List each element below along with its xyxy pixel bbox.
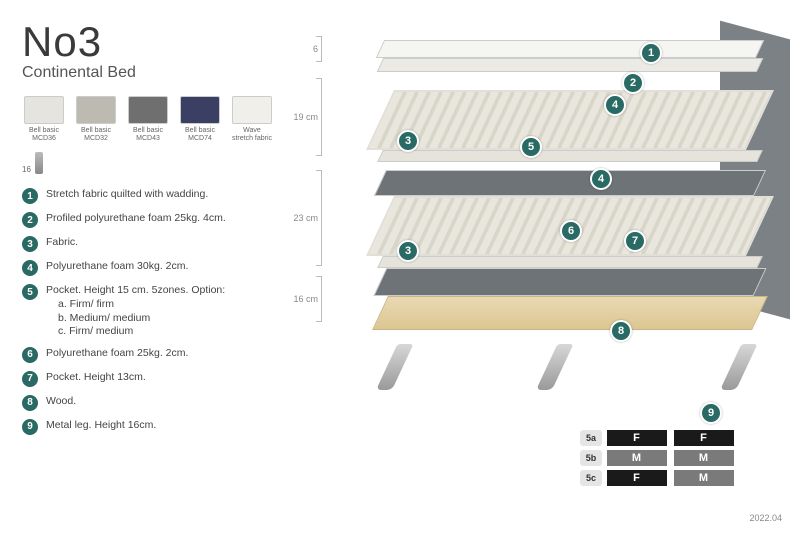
fabric-swatch: Bell basicMCD43 (126, 96, 170, 142)
firmness-left: M (607, 450, 667, 466)
metal-leg (720, 344, 757, 390)
legend-number: 1 (22, 188, 38, 204)
fabric-swatch: Bell basicMCD32 (74, 96, 118, 142)
callout-marker: 7 (624, 230, 646, 252)
layer-foam-mid (377, 150, 763, 162)
fabric-swatch: Bell basicMCD36 (22, 96, 66, 142)
firmness-options: 5aFF5bMM5cFM (580, 430, 734, 490)
callout-marker: 4 (590, 168, 612, 190)
layer-fabric-bot (373, 268, 766, 296)
firmness-tag: 5c (580, 470, 602, 486)
legend-number: 9 (22, 419, 38, 435)
leg-height-label: 16 (22, 165, 31, 174)
doc-date: 2022.04 (749, 513, 782, 523)
layer-fabric-mid (374, 170, 766, 196)
legend-sub: c. Firm/ medium (46, 325, 225, 339)
callout-marker: 8 (610, 320, 632, 342)
firmness-tag: 5b (580, 450, 602, 466)
firmness-tag: 5a (580, 430, 602, 446)
swatch-color (24, 96, 64, 124)
swatch-label: Bell basicMCD36 (29, 127, 59, 142)
swatch-label: Bell basicMCD74 (185, 127, 215, 142)
legend-sub: a. Firm/ firm (46, 298, 225, 312)
legend-sub: b. Medium/ medium (46, 312, 225, 326)
legend-text: Wood. (46, 395, 76, 409)
swatch-label: Wavestretch fabric (232, 127, 272, 142)
callout-marker: 3 (397, 130, 419, 152)
bed-diagram: 619 cm23 cm16 cm 12344536789 5aFF5bMM5cF… (280, 0, 800, 533)
callout-marker: 9 (700, 402, 722, 424)
legend-number: 3 (22, 236, 38, 252)
callout-marker: 3 (397, 240, 419, 262)
callout-marker: 1 (640, 42, 662, 64)
firmness-right: M (674, 450, 734, 466)
legend-text: Fabric. (46, 236, 78, 250)
legend-number: 7 (22, 371, 38, 387)
callout-marker: 2 (622, 72, 644, 94)
legs (366, 330, 774, 390)
callout-marker: 4 (604, 94, 626, 116)
measurement: 23 cm (292, 170, 322, 266)
layer-wood (372, 296, 768, 330)
swatch-color (180, 96, 220, 124)
layer-pocket-upper (366, 90, 774, 150)
swatch-color (128, 96, 168, 124)
firmness-left: F (607, 470, 667, 486)
fabric-swatch: Bell basicMCD74 (178, 96, 222, 142)
legend-number: 5 (22, 284, 38, 300)
swatch-color (76, 96, 116, 124)
legend-text: Polyurethane foam 25kg. 2cm. (46, 347, 188, 361)
layer-topper (376, 40, 764, 58)
legend-text: Profiled polyurethane foam 25kg. 4cm. (46, 212, 226, 226)
legend-text: Stretch fabric quilted with wadding. (46, 188, 208, 202)
legend-text: Metal leg. Height 16cm. (46, 419, 156, 433)
legend-text: Polyurethane foam 30kg. 2cm. (46, 260, 188, 274)
callout-marker: 5 (520, 136, 542, 158)
swatch-label: Bell basicMCD43 (133, 127, 163, 142)
legend-text: Pocket. Height 13cm. (46, 371, 146, 385)
firmness-right: M (674, 470, 734, 486)
legend-number: 6 (22, 347, 38, 363)
measurement-rail: 6 19 cm 23 cm 16 cm (292, 30, 322, 330)
legend-text: Pocket. Height 15 cm. 5zones. Option:a. … (46, 284, 225, 339)
callout-marker: 6 (560, 220, 582, 242)
legend-number: 2 (22, 212, 38, 228)
layer-foam-top (377, 58, 764, 72)
firmness-row: 5c FM (580, 470, 734, 486)
legend-number: 8 (22, 395, 38, 411)
measurement: 16 cm (292, 276, 322, 322)
firmness-left: F (607, 430, 667, 446)
firmness-row: 5a FF (580, 430, 734, 446)
firmness-row: 5b MM (580, 450, 734, 466)
metal-leg (536, 344, 573, 390)
measurement: 6 (292, 36, 322, 62)
leg-icon (35, 152, 43, 174)
bed-render: 12344536789 (320, 20, 790, 400)
firmness-right: F (674, 430, 734, 446)
swatch-label: Bell basicMCD32 (81, 127, 111, 142)
legend-number: 4 (22, 260, 38, 276)
layer-foam-bot (377, 256, 763, 268)
swatch-color (232, 96, 272, 124)
fabric-swatch: Wavestretch fabric (230, 96, 274, 142)
measurement: 19 cm (292, 78, 322, 156)
metal-leg (376, 344, 413, 390)
